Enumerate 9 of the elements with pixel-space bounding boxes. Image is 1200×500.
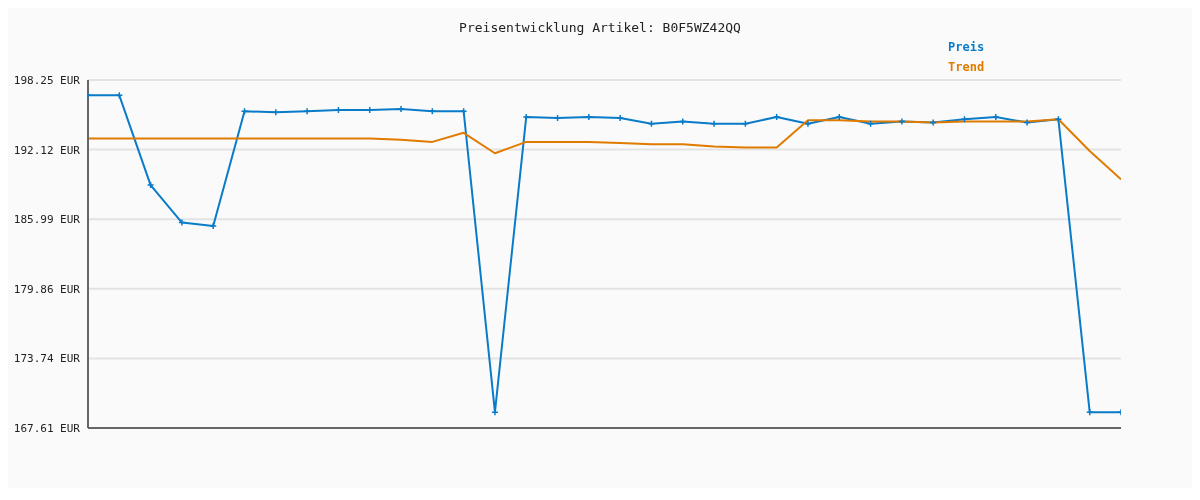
y-tick-label: 198.25 EUR	[13, 73, 81, 87]
y-tick-label: 185.99 EUR	[13, 213, 81, 227]
text: Trend	[948, 60, 985, 76]
y-tick-label: 192.12 EUR	[13, 143, 81, 157]
text: Preis	[948, 40, 985, 56]
y-tick-label: 173.74 EUR	[13, 352, 81, 366]
y-tick-label: 167.61 EUR	[13, 421, 81, 435]
chart-title: Preisentwicklung Artikel: B0F5WZ42QQ	[458, 20, 742, 35]
y-tick-label: 179.86 EUR	[13, 282, 81, 296]
